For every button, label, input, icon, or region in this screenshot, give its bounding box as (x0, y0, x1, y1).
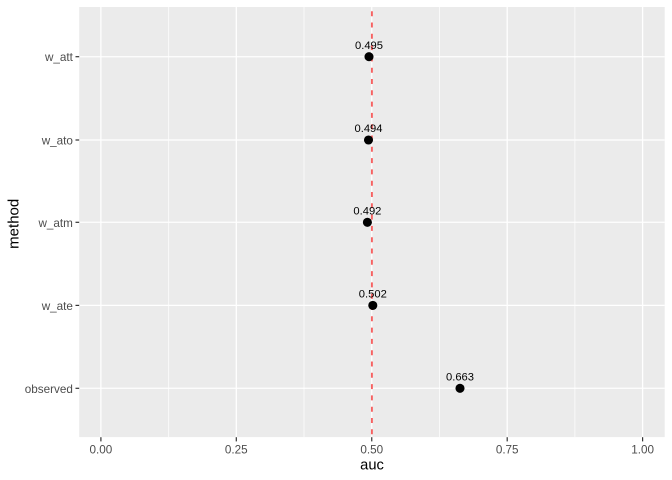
svg-text:0.663: 0.663 (446, 372, 474, 384)
svg-text:0.75: 0.75 (496, 443, 519, 456)
svg-text:auc: auc (360, 457, 384, 473)
svg-text:0.25: 0.25 (225, 443, 248, 456)
svg-text:w_ate: w_ate (41, 300, 73, 313)
svg-text:method: method (6, 199, 23, 249)
svg-text:observed: observed (25, 383, 73, 396)
svg-text:0.50: 0.50 (360, 443, 383, 456)
svg-text:0.492: 0.492 (353, 206, 381, 218)
svg-text:w_atm: w_atm (37, 217, 72, 230)
svg-text:1.00: 1.00 (631, 443, 654, 456)
svg-text:w_ato: w_ato (41, 135, 74, 148)
svg-text:0.00: 0.00 (90, 443, 113, 456)
svg-text:0.494: 0.494 (355, 123, 383, 135)
svg-text:0.495: 0.495 (355, 40, 383, 52)
svg-text:0.502: 0.502 (359, 289, 387, 301)
svg-text:w_att: w_att (44, 51, 74, 64)
